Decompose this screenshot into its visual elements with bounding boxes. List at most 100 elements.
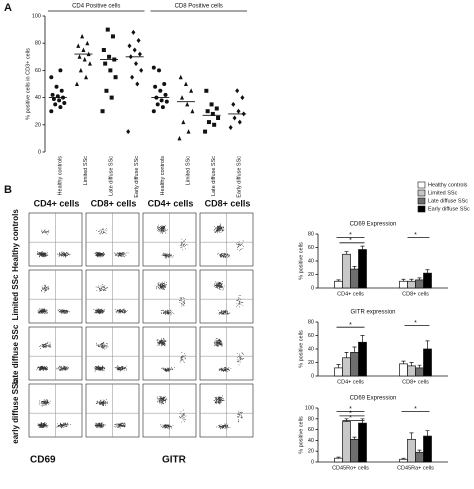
error-bar — [409, 362, 414, 366]
legend-label: Limited SSc — [428, 190, 458, 196]
x-tick-label: Late diffuse SSc — [109, 156, 115, 196]
error-bar — [417, 364, 422, 368]
y-axis-label: % positive cells in CD3+ cells — [25, 48, 31, 120]
x-tick-label: CD45Ra+ cells — [397, 465, 434, 471]
point — [78, 67, 83, 73]
point — [49, 109, 54, 114]
flow-dots — [94, 342, 128, 372]
point — [58, 105, 63, 110]
flow-dots — [156, 281, 185, 316]
point — [212, 122, 217, 127]
point — [232, 115, 237, 121]
y-tick-label: 40 — [308, 438, 314, 444]
y-tick-label: 0 — [38, 149, 41, 155]
y-tick-label: 60 — [308, 245, 314, 251]
y-tick-label: 60 — [35, 68, 41, 74]
point — [204, 88, 209, 93]
bar — [358, 422, 367, 463]
point — [216, 116, 221, 120]
flow-plot — [28, 269, 83, 324]
point — [109, 95, 114, 100]
significance-star: * — [414, 232, 417, 239]
point — [159, 98, 164, 103]
flow-dots — [156, 395, 187, 430]
error-bar — [344, 251, 349, 255]
row-label: Healthy controls — [11, 209, 20, 272]
legend-label: Healthy controls — [428, 182, 468, 188]
y-tick-label: 80 — [308, 319, 314, 325]
point — [177, 135, 182, 141]
legend-swatch — [417, 181, 426, 189]
point — [180, 95, 185, 100]
point — [57, 98, 62, 103]
y-tick-label: 0 — [311, 285, 314, 291]
point — [110, 34, 115, 39]
point — [101, 48, 106, 52]
point — [74, 81, 79, 86]
bar — [334, 367, 343, 377]
error-bar — [401, 278, 406, 282]
point — [210, 111, 215, 116]
error-bar — [352, 346, 357, 353]
point — [53, 102, 58, 107]
point — [76, 43, 81, 48]
bar — [423, 348, 432, 377]
bar — [407, 365, 416, 377]
point — [237, 119, 242, 125]
point — [240, 95, 245, 101]
legend-swatch — [417, 189, 426, 197]
bar — [334, 280, 343, 289]
error-bar — [360, 418, 365, 424]
y-axis-label: % positive cells — [298, 242, 304, 280]
point — [81, 47, 86, 52]
bar — [334, 457, 343, 463]
point — [132, 47, 137, 53]
significance-star: * — [349, 406, 352, 413]
flow-plot — [199, 383, 254, 438]
point — [162, 82, 167, 86]
bar — [399, 363, 408, 377]
error-bar — [344, 352, 349, 358]
y-tick-label: 20 — [308, 272, 314, 278]
y-tick-label: 100 — [305, 405, 314, 411]
chart-title: CD69 Expression — [350, 396, 397, 402]
point — [151, 65, 156, 70]
point — [181, 119, 186, 125]
significance-star: * — [349, 232, 352, 239]
legend-swatch — [417, 197, 426, 205]
error-bar — [409, 432, 414, 440]
bar — [407, 438, 416, 463]
point — [108, 68, 113, 73]
error-bar — [409, 278, 414, 282]
column-header: CD8+ cells — [91, 198, 137, 208]
x-tick-label: CD8+ cells — [402, 379, 429, 385]
panel-label: B — [4, 184, 12, 196]
point — [104, 88, 109, 93]
significance-star: * — [349, 322, 352, 329]
x-tick-label: Late diffuse SSc — [211, 156, 217, 196]
bar — [358, 341, 367, 377]
point — [133, 61, 138, 67]
error-bar — [425, 269, 430, 274]
bar — [358, 249, 367, 289]
x-tick-label: Early diffuse SSc — [237, 156, 243, 198]
error-bar — [352, 436, 357, 440]
point — [155, 102, 160, 107]
point — [151, 109, 156, 114]
y-tick-label: 40 — [308, 346, 314, 352]
x-tick-label: CD8+ cells — [402, 291, 429, 297]
point — [85, 40, 90, 46]
flow-plot — [199, 269, 254, 324]
point — [137, 51, 142, 57]
flow-plot — [199, 212, 254, 267]
point — [136, 37, 141, 43]
flow-plot — [85, 383, 140, 438]
point — [228, 125, 233, 131]
flow-plot — [199, 326, 254, 381]
significance-star: * — [349, 238, 352, 245]
error-bar — [352, 266, 357, 270]
column-header: CD4+ cells — [34, 198, 80, 208]
bar — [423, 272, 432, 289]
point — [164, 99, 169, 104]
